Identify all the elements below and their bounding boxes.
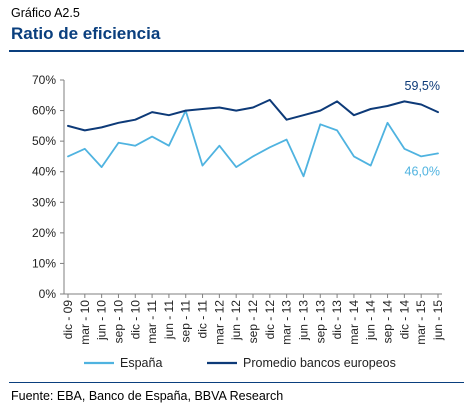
y-axis-ticks: 0% 10% 20% 30% 40% 50% 60% 70% <box>32 73 64 301</box>
series-lines <box>67 98 439 178</box>
legend: España Promedio bancos europeos <box>84 356 396 370</box>
source-rule <box>9 382 464 383</box>
x-tick-label: sep - 14 <box>381 300 395 344</box>
axes <box>63 80 442 295</box>
y-tick-label: 0% <box>39 287 57 301</box>
y-tick-label: 20% <box>32 226 56 240</box>
x-axis-ticks: dic - 09 mar - 10 jun - 10 sep - 10 dic - 10… <box>61 294 445 345</box>
x-tick-label: mar - 11 <box>145 300 159 344</box>
x-tick-label: dic - 11 <box>196 300 210 339</box>
source-note: Fuente: EBA, Banco de España, BBVA Resea… <box>11 389 284 403</box>
x-tick-label: jun - 15 <box>431 300 445 341</box>
chart-title: Ratio de eficiencia <box>11 24 161 43</box>
x-tick-label: mar - 12 <box>212 300 226 345</box>
series-line-espana <box>67 109 439 178</box>
legend-label-promedio: Promedio bancos europeos <box>243 356 396 370</box>
y-tick-label: 70% <box>32 73 56 87</box>
y-tick-label: 10% <box>32 256 56 270</box>
line-chart: 0% 10% 20% 30% 40% 50% 60% 70% dic - 09 mar - 10… <box>32 73 445 370</box>
x-tick-label: dic - 10 <box>128 300 142 340</box>
x-tick-label: jun - 12 <box>229 300 243 341</box>
series-line-promedio <box>67 98 439 132</box>
x-tick-label: sep - 12 <box>246 300 260 344</box>
x-tick-label: sep - 13 <box>313 300 327 344</box>
x-tick-label: jun - 14 <box>364 300 378 341</box>
x-tick-label: jun - 10 <box>95 300 109 341</box>
end-label-espana: 46,0% <box>405 164 440 178</box>
y-tick-label: 30% <box>32 195 56 209</box>
y-tick-label: 60% <box>32 104 56 118</box>
x-tick-label: dic - 13 <box>330 300 344 340</box>
x-tick-label: mar - 10 <box>78 300 92 345</box>
y-tick-label: 50% <box>32 134 56 148</box>
x-tick-label: dic - 14 <box>397 300 411 340</box>
x-tick-label: mar - 15 <box>414 300 428 345</box>
x-tick-label: jun - 13 <box>296 300 310 341</box>
legend-label-espana: España <box>120 356 162 370</box>
x-tick-label: mar - 14 <box>347 300 361 345</box>
y-tick-label: 40% <box>32 165 56 179</box>
end-labels: 46,0% 59,5% <box>405 79 440 178</box>
x-tick-label: sep - 10 <box>111 300 125 344</box>
title-rule <box>9 50 464 52</box>
x-tick-label: jun - 11 <box>162 300 176 340</box>
x-tick-label: dic - 12 <box>263 300 277 340</box>
x-tick-label: sep - 11 <box>179 300 193 343</box>
x-tick-label: mar - 13 <box>280 300 294 345</box>
figure-label: Gráfico A2.5 <box>11 6 80 20</box>
x-tick-label: dic - 09 <box>61 300 75 340</box>
end-label-promedio: 59,5% <box>405 79 440 93</box>
